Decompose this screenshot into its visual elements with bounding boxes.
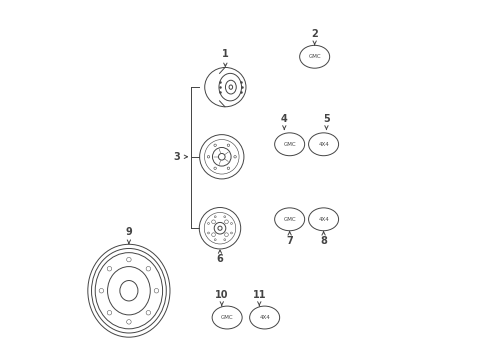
Text: 1: 1	[222, 49, 229, 59]
Text: 4X4: 4X4	[318, 217, 329, 222]
Text: 7: 7	[286, 236, 293, 246]
Text: 4X4: 4X4	[318, 142, 329, 147]
Text: 9: 9	[125, 227, 132, 237]
Text: 11: 11	[252, 291, 266, 300]
Text: GMC: GMC	[283, 142, 296, 147]
Text: 2: 2	[311, 29, 318, 39]
Text: 4X4: 4X4	[259, 315, 270, 320]
Text: 6: 6	[217, 254, 223, 264]
Text: GMC: GMC	[283, 217, 296, 222]
Text: 4: 4	[281, 113, 288, 123]
Text: 8: 8	[320, 236, 327, 246]
Text: 10: 10	[215, 291, 228, 300]
Text: GMC: GMC	[221, 315, 233, 320]
Text: 5: 5	[323, 113, 330, 123]
Text: GMC: GMC	[308, 54, 321, 59]
Text: 3: 3	[173, 152, 180, 162]
